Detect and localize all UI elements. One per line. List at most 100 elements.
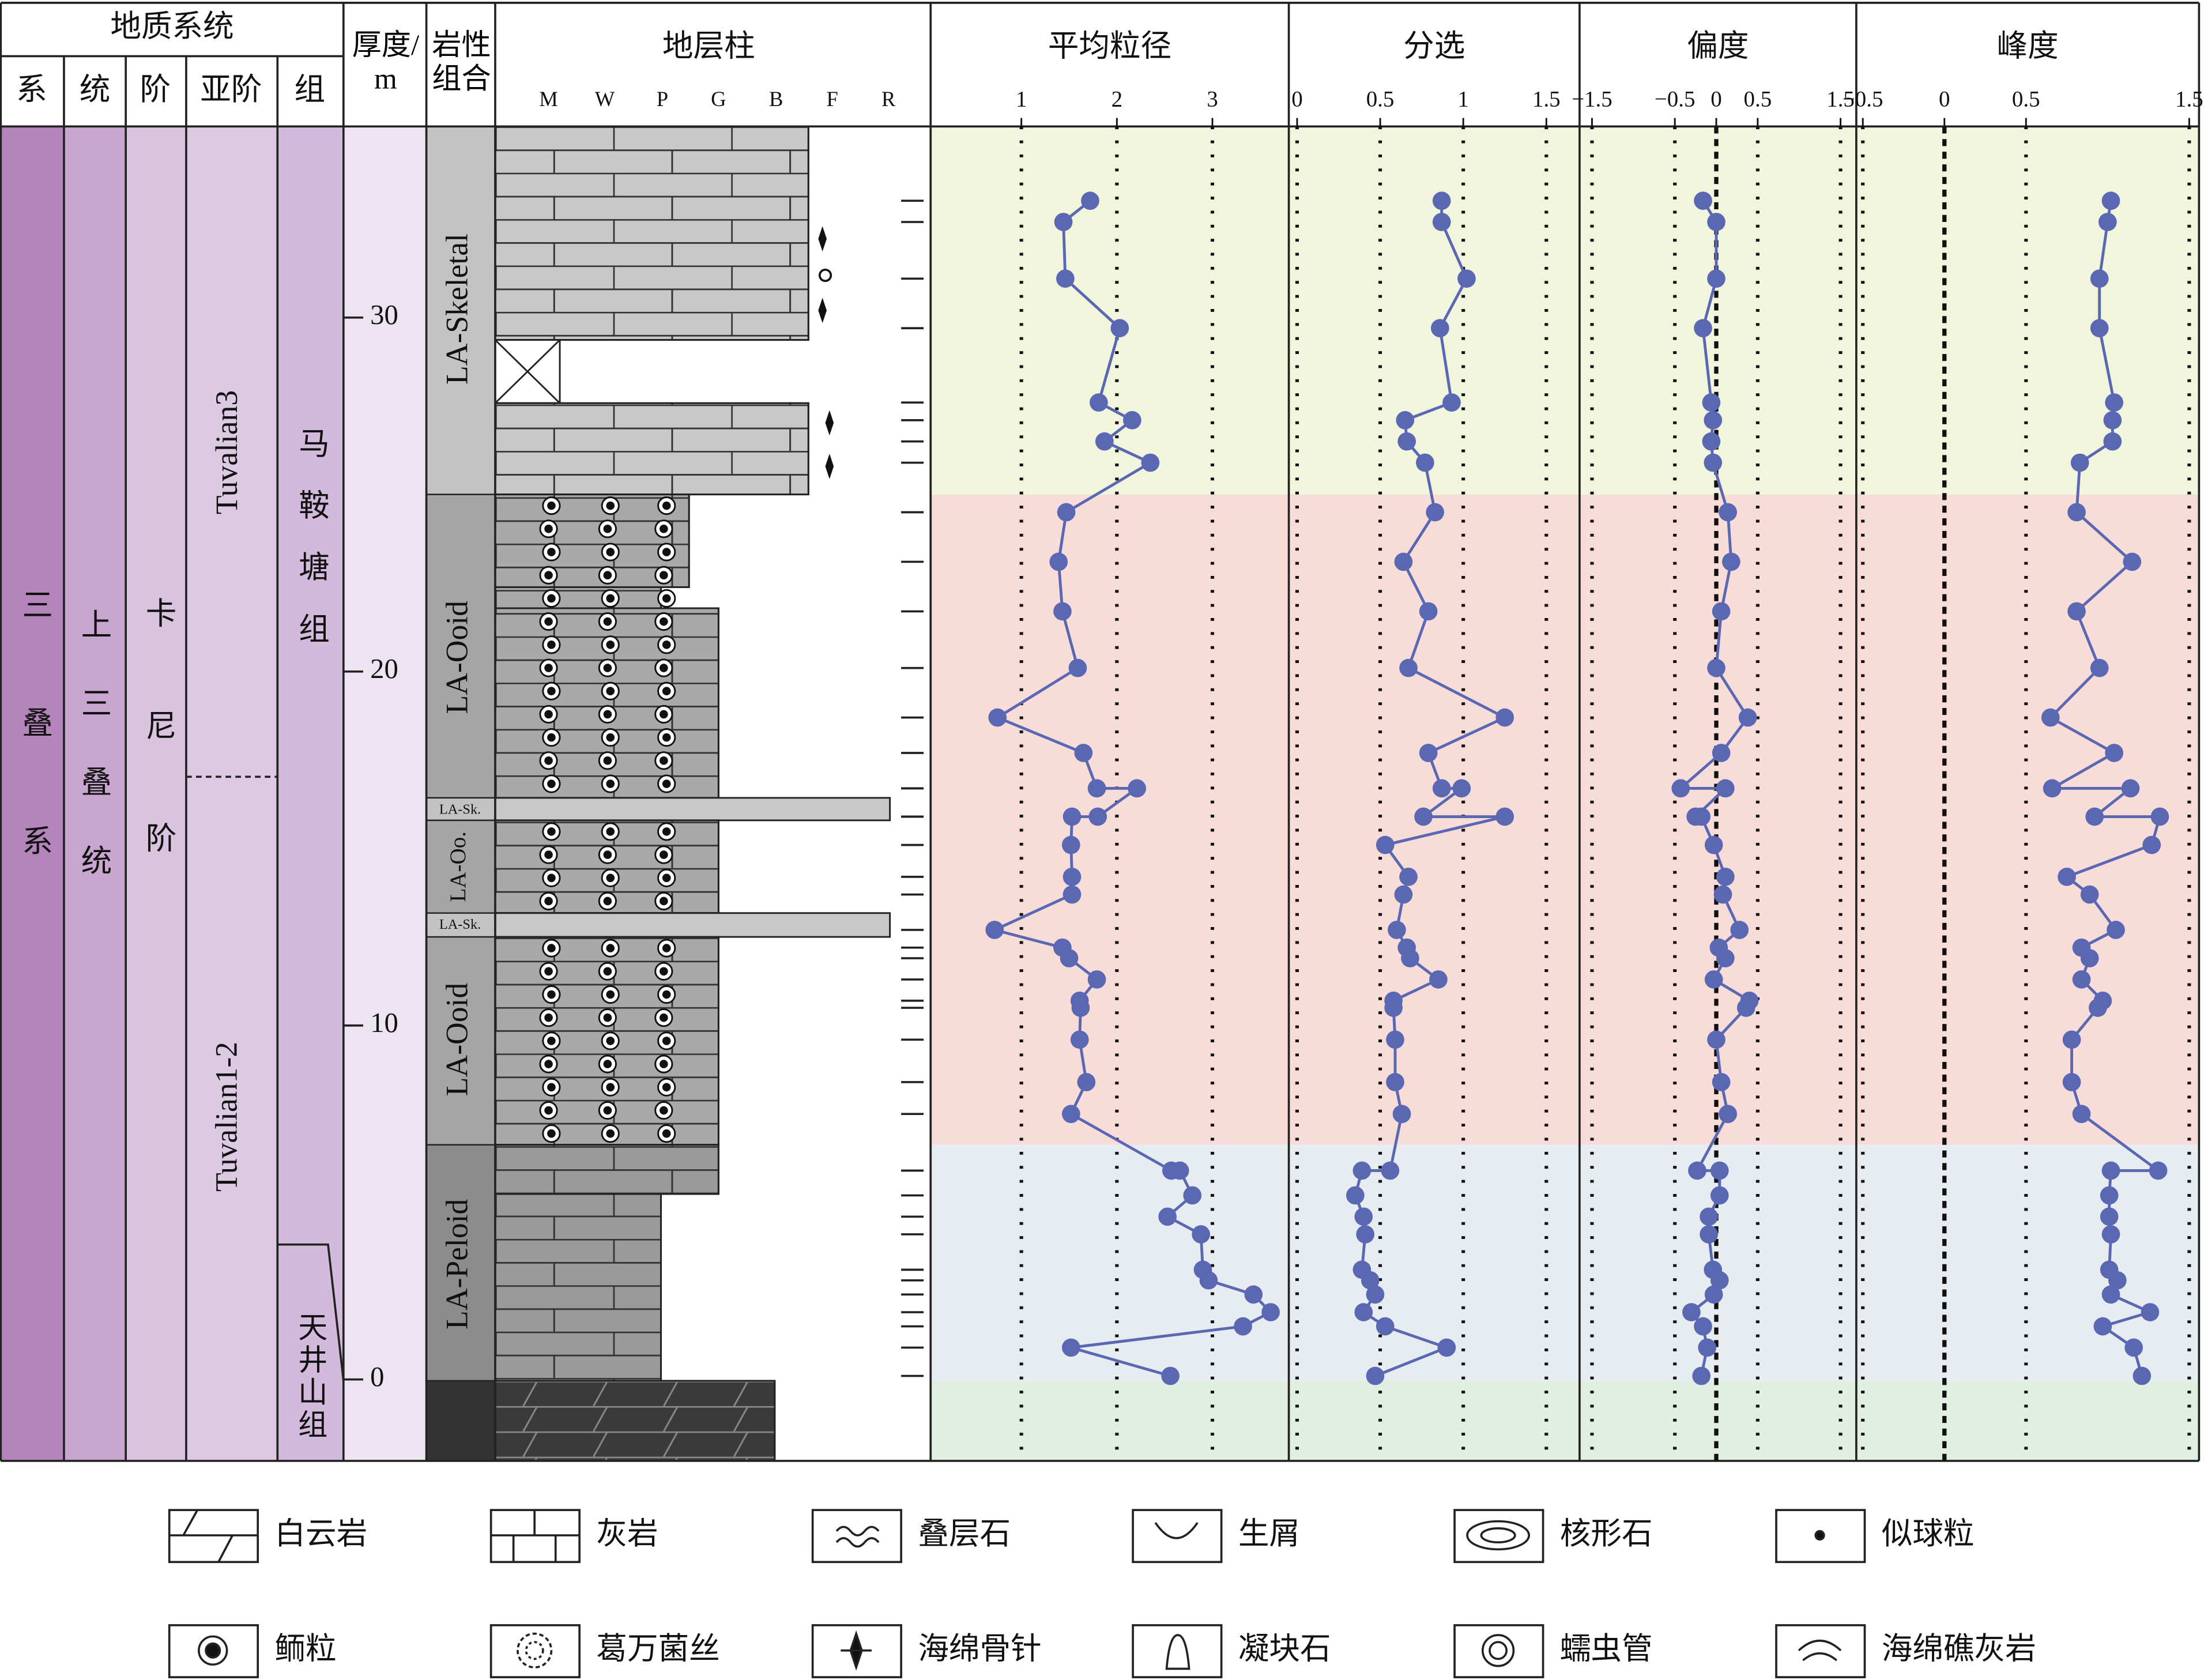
data-point xyxy=(1416,453,1434,472)
unit-name: 马鞍塘组 xyxy=(295,427,329,675)
ooid-core xyxy=(606,687,615,696)
data-point xyxy=(2090,269,2109,288)
data-point xyxy=(1707,658,1725,677)
x-tick-label: 0 xyxy=(1939,86,1950,111)
series-fill xyxy=(63,126,126,1461)
data-point xyxy=(2103,432,2122,451)
data-point xyxy=(1397,432,1416,451)
header: 系 xyxy=(16,72,47,107)
x-tick-label: 1.5 xyxy=(2175,86,2203,111)
data-point xyxy=(1702,393,1721,412)
ooid-core xyxy=(603,967,612,976)
header-box: 岩性组合 xyxy=(432,28,491,96)
formation-fill xyxy=(277,126,344,1461)
data-point xyxy=(1056,269,1075,288)
data-point xyxy=(1719,1105,1737,1124)
data-point xyxy=(1053,602,1072,621)
data-point xyxy=(1394,885,1413,904)
data-point xyxy=(2089,999,2107,1017)
legend-label: 蠕虫管 xyxy=(1560,1632,1653,1666)
ooid-core xyxy=(603,1013,612,1022)
ooid-core xyxy=(544,571,553,580)
facies-band xyxy=(930,494,2199,1145)
data-point xyxy=(1738,708,1757,727)
ooid-core xyxy=(662,1083,671,1092)
data-point xyxy=(1700,1225,1718,1244)
ooid-core xyxy=(662,1037,671,1045)
x-tick-label: 0 xyxy=(1291,86,1302,111)
panel-title: 分选 xyxy=(1403,29,1465,63)
data-point xyxy=(2067,602,2086,621)
data-point xyxy=(1063,807,1082,826)
frame xyxy=(0,2,2201,1462)
data-point xyxy=(988,708,1007,727)
y-tick-label: 20 xyxy=(370,653,398,684)
data-point xyxy=(1192,1225,1210,1244)
ooid-core xyxy=(547,733,556,742)
data-point xyxy=(1095,432,1114,451)
unit-name: 卡尼阶 xyxy=(141,597,176,934)
legend-label: 海绵礁灰岩 xyxy=(1882,1632,2036,1666)
grain-class-label: M xyxy=(539,87,557,111)
ooid-core xyxy=(603,664,612,672)
panel-title: 峰度 xyxy=(1997,29,2059,63)
ooid-core xyxy=(660,896,668,906)
legend-label: 凝块石 xyxy=(1238,1632,1331,1666)
data-point xyxy=(1354,1207,1373,1226)
x-tick-label: 1 xyxy=(1457,86,1468,111)
data-point xyxy=(1437,1338,1456,1357)
data-point xyxy=(2080,885,2099,904)
unit-name: 上三叠统 xyxy=(77,608,111,923)
data-point xyxy=(1170,1161,1189,1180)
facies-band xyxy=(930,126,2199,495)
data-point xyxy=(2058,868,2076,886)
y-tick-label: 10 xyxy=(370,1007,398,1038)
ooid-core xyxy=(606,990,615,999)
data-point xyxy=(1354,1303,1373,1321)
ooid-core xyxy=(606,779,615,788)
data-point xyxy=(1704,835,1723,854)
x-tick-label: −0.5 xyxy=(1843,86,1883,111)
header: 地质系统 xyxy=(110,9,233,43)
data-point xyxy=(2085,807,2104,826)
data-point xyxy=(1061,1338,1080,1357)
data-point xyxy=(1087,779,1106,798)
data-point xyxy=(1057,503,1076,522)
data-point xyxy=(2093,1317,2112,1336)
data-point xyxy=(1722,552,1740,571)
ooid-core xyxy=(603,756,612,765)
data-point xyxy=(985,921,1004,939)
legend-label: 叠层石 xyxy=(918,1516,1011,1551)
ooid-core xyxy=(603,617,612,626)
system-fill xyxy=(1,126,64,1461)
facies-band xyxy=(930,1144,2199,1381)
ooid-core xyxy=(547,501,556,510)
ooid-core xyxy=(544,710,553,719)
legend-label: 生屑 xyxy=(1238,1516,1300,1551)
data-point xyxy=(1429,970,1448,989)
data-point xyxy=(1394,552,1413,571)
ooid-core xyxy=(547,1083,556,1092)
ooid-core xyxy=(660,664,668,672)
data-point xyxy=(1063,885,1082,904)
x-tick-label: −0.5 xyxy=(1655,86,1696,111)
ooid-core xyxy=(547,827,556,836)
litho-assoc xyxy=(425,126,496,1462)
litho-label: LA-Ooid xyxy=(439,983,474,1097)
unit-name: Tuvalian3 xyxy=(209,390,244,514)
data-point xyxy=(1442,393,1461,412)
data-point xyxy=(1049,552,1068,571)
data-point xyxy=(1074,744,1093,762)
litho-label: LA-Oo. xyxy=(446,831,470,902)
data-point xyxy=(1712,744,1731,762)
legend-label: 海绵骨针 xyxy=(918,1632,1041,1666)
panel-title: 偏度 xyxy=(1687,29,1749,63)
data-point xyxy=(2098,213,2117,231)
data-point xyxy=(1702,432,1721,451)
ooid-core xyxy=(662,594,671,603)
data-point xyxy=(2101,1225,2120,1244)
ooid-core xyxy=(606,873,615,883)
grain-class-label: P xyxy=(657,87,668,111)
ooid-core xyxy=(662,779,671,788)
data-point xyxy=(1183,1186,1202,1205)
